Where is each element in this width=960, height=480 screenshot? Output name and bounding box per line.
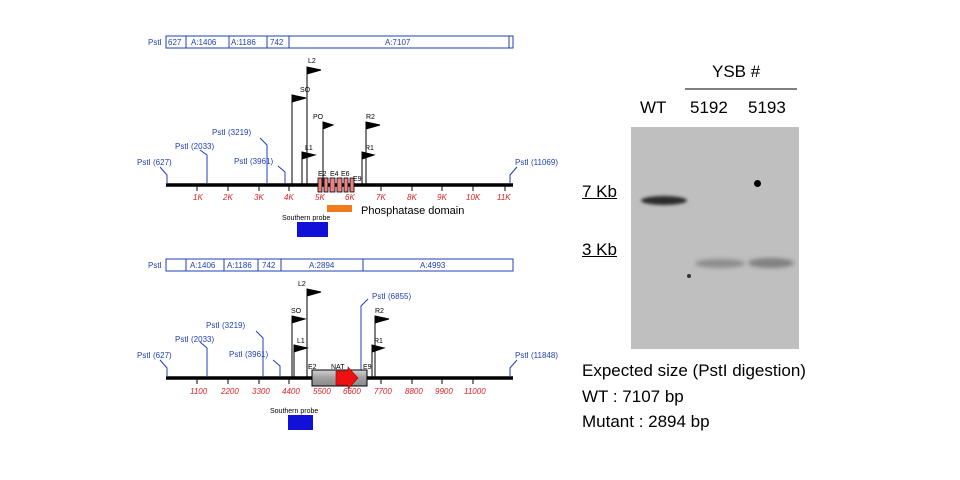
top-probe-label: Southern probe — [282, 215, 330, 222]
bottom-tick-label: 2200 — [220, 387, 239, 396]
bottom-tick-label: 6600 — [343, 387, 361, 396]
bottom-tick-label: 11000 — [464, 387, 486, 396]
bottom-tick-label: 8800 — [405, 387, 423, 396]
bottom-exon-label: E9 — [363, 364, 372, 371]
lane-label-wt: WT — [640, 98, 667, 117]
band-wt-7kb — [641, 196, 687, 205]
ysb-group-label: YSB # — [712, 62, 761, 81]
top-primer-label: SO — [300, 87, 311, 94]
top-primer-label: PO — [313, 114, 324, 121]
top-tick-label: 7K — [376, 193, 386, 202]
top-tick-label: 4K — [284, 193, 294, 202]
bottom-pst-label: PstI (3961) — [229, 350, 268, 359]
expected-wt: WT : 7107 bp — [582, 387, 684, 406]
bottom-primer-label: L2 — [298, 281, 306, 288]
top-pst-label: PstI (2033) — [175, 142, 214, 151]
top-exon-label: E4 — [330, 171, 339, 178]
top-header-seg: 742 — [270, 38, 284, 47]
bottom-header-seg: A:1406 — [190, 261, 216, 270]
top-header-pst: PstI — [148, 38, 162, 47]
bottom-pst-label: PstI (2033) — [175, 335, 214, 344]
top-pst-sites — [159, 137, 518, 183]
top-tick-label: 8K — [407, 193, 417, 202]
bottom-tick-label: 4400 — [282, 387, 300, 396]
bottom-tick-label: 3300 — [252, 387, 270, 396]
bottom-pst-sites — [159, 298, 518, 376]
top-pst-label: PstI (3219) — [212, 128, 251, 137]
marker-3kb: 3 Kb — [582, 240, 617, 259]
blot-spot — [687, 274, 691, 278]
bottom-primer-label: SO — [291, 308, 302, 315]
top-primers — [291, 66, 381, 185]
top-header-seg: A:1186 — [231, 38, 256, 47]
top-exons — [317, 177, 355, 193]
bottom-exon-label: E2 — [308, 364, 317, 371]
southern-blot-image — [631, 127, 799, 349]
top-primer-label: R2 — [366, 114, 375, 121]
top-primer-label: L2 — [308, 58, 316, 65]
expected-size-title: Expected size (PstI digestion) — [582, 361, 806, 380]
top-tick-label: 10K — [466, 193, 481, 202]
top-pst-label: PstI (3961) — [234, 157, 273, 166]
top-southern-probe — [297, 222, 328, 237]
bottom-header-seg: A:1186 — [227, 261, 252, 270]
top-tick-label: 6K — [345, 193, 355, 202]
bottom-primer-label: R2 — [375, 308, 384, 315]
lane-label-5193: 5193 — [748, 98, 786, 117]
top-exon-label: E2 — [318, 171, 327, 178]
marker-7kb: 7 Kb — [582, 182, 617, 201]
top-exon-label: E9 — [353, 176, 362, 183]
bottom-southern-probe — [288, 415, 313, 430]
top-header-seg: A:7107 — [385, 38, 411, 47]
lane-label-5192: 5192 — [690, 98, 728, 117]
blot-spot — [754, 180, 761, 187]
band-5192-3kb — [695, 259, 745, 268]
top-tick-label: 2K — [222, 193, 233, 202]
top-exon-label: E6 — [341, 171, 350, 178]
top-tick-label: 3K — [254, 193, 264, 202]
top-tick-label: 5K — [315, 193, 325, 202]
phosphatase-domain-label: Phosphatase domain — [361, 205, 464, 217]
bottom-pst-label: PstI (3219) — [206, 321, 245, 330]
bottom-tick-label: 7700 — [374, 387, 392, 396]
top-header-seg: A:1406 — [191, 38, 217, 47]
expected-mutant: Mutant : 2894 bp — [582, 412, 710, 431]
bottom-map: PstI A:1406 A:1186 742 A:2894 A:4993 110… — [137, 258, 558, 430]
bottom-tick-label: 5500 — [313, 387, 331, 396]
bottom-primer-label: R1 — [374, 338, 383, 345]
top-primer-label: R1 — [365, 145, 374, 152]
top-tick-label: 9K — [437, 193, 447, 202]
bottom-header-seg: A:2894 — [309, 261, 335, 270]
nat-cassette-label: NAT — [331, 364, 345, 371]
top-primer-label: L1 — [305, 145, 313, 152]
top-header-seg: 627 — [168, 38, 182, 47]
phosphatase-domain-bar — [327, 205, 352, 212]
bottom-pst-label: PstI (11848) — [515, 351, 558, 360]
bottom-pst-label: PstI (6855) — [372, 292, 411, 301]
top-pst-label: PstI (627) — [137, 158, 172, 167]
top-tick-label: 11K — [497, 193, 511, 202]
bottom-tick-labels: 1100 2200 3300 4400 5500 6600 7700 8800 … — [190, 387, 486, 396]
top-tick-label: 1K — [193, 193, 203, 202]
bottom-header-seg: A:4993 — [420, 261, 446, 270]
bottom-tick-label: 9900 — [435, 387, 453, 396]
bottom-header-pst: PstI — [148, 261, 162, 270]
band-5193-3kb — [748, 258, 794, 268]
bottom-header-bar: PstI A:1406 A:1186 742 A:2894 A:4993 — [148, 258, 514, 272]
top-header-bar: PstI 627 A:1406 A:1186 742 A:7107 — [148, 35, 514, 49]
top-map: PstI 627 A:1406 A:1186 742 A:7107 1K 2K … — [137, 35, 558, 237]
bottom-tick-label: 1100 — [190, 387, 208, 396]
bottom-primer-label: L1 — [297, 338, 305, 345]
nat-arrow-icon — [335, 366, 359, 390]
bottom-probe-label: Southern probe — [270, 408, 318, 415]
bottom-header-seg: 742 — [262, 261, 276, 270]
top-pst-label: PstI (11069) — [515, 158, 558, 167]
top-tick-labels: 1K 2K 3K 4K 5K 6K 7K 8K 9K 10K 11K — [193, 193, 511, 202]
bottom-primers — [291, 288, 390, 378]
bottom-pst-label: PstI (627) — [137, 351, 172, 360]
